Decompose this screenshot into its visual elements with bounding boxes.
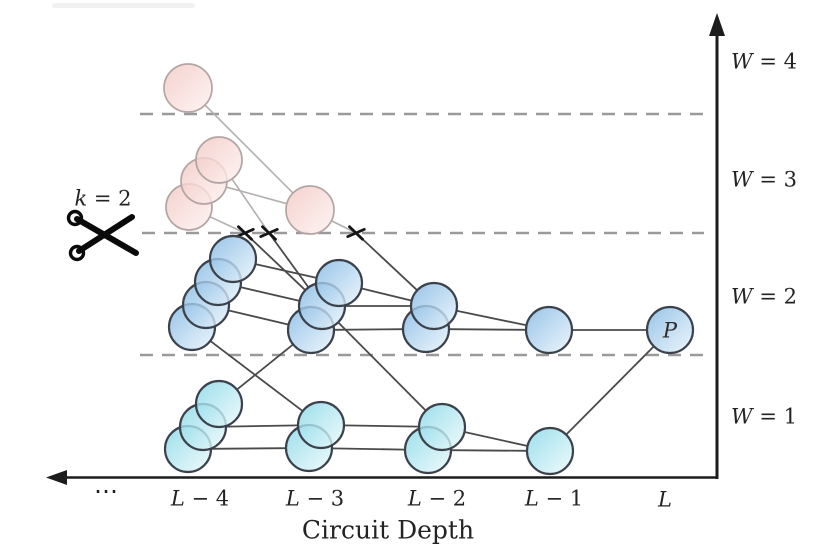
- depth-tick-label-4-variable: L: [658, 487, 672, 512]
- w-band-label-4: W = 4: [731, 49, 797, 74]
- path-edge: [225, 186, 288, 205]
- path-edge: [450, 449, 528, 452]
- cross-mark-icon: [235, 225, 255, 241]
- path-edges: [204, 104, 655, 452]
- node-C4: [296, 400, 346, 450]
- cross-mark-icon: [346, 225, 366, 241]
- path-edge: [209, 340, 304, 412]
- node-P3d: [285, 185, 335, 235]
- edge-below-cut: [244, 232, 306, 291]
- path-edge: [331, 447, 406, 451]
- axis-ellipsis: ⋯: [94, 477, 120, 505]
- path-edge: [448, 328, 527, 331]
- path-edge: [337, 321, 427, 412]
- path-edge: [225, 424, 299, 428]
- node-P4a: [163, 63, 213, 113]
- w-band-label-4-value: = 4: [752, 49, 797, 74]
- node-B5: [314, 258, 364, 308]
- depth-tick-label-3-value: − 1: [538, 486, 584, 511]
- w-band-label-1-variable: W: [731, 404, 753, 429]
- edge-above-cut: [231, 178, 270, 234]
- axes: [46, 13, 725, 485]
- node-C8: [525, 426, 575, 476]
- path-edge: [343, 424, 420, 428]
- path-edge: [361, 287, 412, 302]
- depth-tick-label-2-variable: L: [407, 486, 422, 511]
- w-band-label-3-value: = 3: [752, 167, 797, 192]
- node-C1: [194, 379, 244, 429]
- node-B10: [524, 305, 574, 355]
- path-nodes: P: [163, 63, 695, 476]
- path-edge: [228, 309, 289, 326]
- depth-tick-label-0: L − 4: [170, 486, 230, 511]
- edge-below-cut: [355, 232, 418, 291]
- depth-tick-label-0-variable: L: [170, 486, 185, 511]
- depth-tick-label-0-value: − 4: [184, 486, 230, 511]
- cut-crossings: [235, 225, 366, 241]
- path-edge: [464, 431, 528, 447]
- weight-band-separators: [140, 112, 704, 357]
- w-axis-arrow-icon: [709, 13, 725, 36]
- w-band-label-1: W = 1: [731, 404, 797, 429]
- depth-tick-label-1: L − 3: [285, 486, 345, 511]
- path-edge: [204, 104, 294, 194]
- depth-tick-label-1-value: − 3: [299, 486, 345, 511]
- cut-order-value: = 2: [87, 186, 132, 211]
- path-edge: [236, 343, 294, 391]
- path-edge: [456, 309, 527, 327]
- w-band-label-2-value: = 2: [752, 284, 797, 309]
- node-P: [645, 305, 695, 355]
- path-edge: [240, 286, 300, 302]
- scissors-icon: [66, 209, 139, 262]
- node-P3a: [195, 136, 243, 184]
- edge-below-cut: [268, 232, 310, 288]
- depth-tick-label-1-variable: L: [285, 486, 300, 511]
- node-B1: [208, 234, 258, 284]
- w-band-label-3: W = 3: [731, 167, 797, 192]
- node-C6: [417, 402, 467, 452]
- observable-node-label: P: [662, 319, 678, 343]
- depth-tick-label-3: L − 1: [524, 486, 584, 511]
- cross-mark-icon: [259, 225, 279, 241]
- x-axis-title: Circuit Depth: [301, 515, 475, 545]
- depth-tick-label-3-variable: L: [524, 486, 539, 511]
- depth-tick-label-4: L: [658, 487, 672, 512]
- artifact-smudge: [52, 3, 195, 8]
- depth-tick-label-2: L − 2: [407, 486, 467, 511]
- w-band-label-3-variable: W: [731, 167, 753, 192]
- w-band-label-2-variable: W: [731, 284, 753, 309]
- w-band-label-4-variable: W: [731, 49, 753, 74]
- cut-order-variable: k: [74, 186, 88, 211]
- depth-tick-label-2-value: − 2: [421, 486, 467, 511]
- edge-above-cut: [209, 215, 246, 234]
- w-band-label-2: W = 2: [731, 284, 797, 309]
- x-axis-arrow-icon: [46, 470, 67, 485]
- cut-order-label: k = 2: [74, 186, 132, 211]
- path-edge: [565, 345, 655, 436]
- w-band-label-1-value: = 1: [752, 404, 797, 429]
- node-B8: [409, 281, 459, 331]
- path-edge: [255, 263, 317, 279]
- path-edge: [210, 447, 287, 450]
